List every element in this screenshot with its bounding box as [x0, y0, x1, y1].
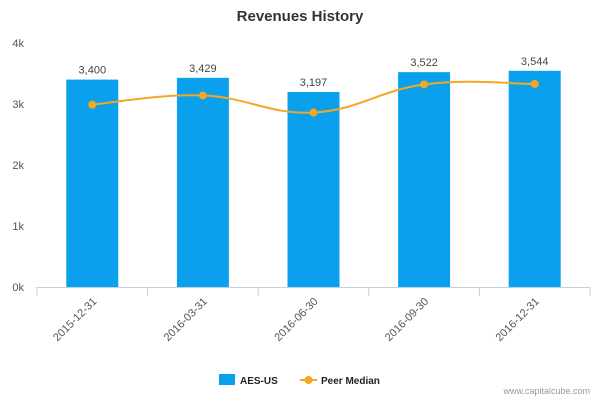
x-tick-label: 2016-06-30	[272, 296, 320, 344]
bar-data-label: 3,197	[300, 77, 328, 89]
bar-data-label: 3,522	[410, 57, 438, 69]
credit-text: www.capitalcube.com	[502, 386, 590, 396]
y-tick-label: 1k	[12, 221, 24, 233]
x-tick-label: 2016-09-30	[383, 296, 431, 344]
peer-median-point	[420, 80, 429, 89]
bar-data-label: 3,400	[79, 65, 107, 77]
bar	[508, 70, 561, 287]
legend-label-line: Peer Median	[321, 376, 380, 387]
legend-swatch-bar	[219, 374, 235, 385]
y-tick-label: 4k	[12, 38, 24, 50]
y-tick-label: 3k	[12, 99, 24, 111]
y-axis: 0k 1k 2k 3k 4k	[12, 38, 24, 294]
x-tick-label: 2016-03-31	[162, 296, 210, 344]
x-tick-label: 2015-12-31	[51, 296, 99, 344]
peer-median-point	[88, 100, 97, 109]
data-labels: 3,400 3,429 3,197 3,522 3,544	[79, 56, 549, 89]
bar	[287, 91, 340, 287]
bar-data-label: 3,429	[189, 63, 217, 75]
x-axis: 2015-12-31 2016-03-31 2016-06-30 2016-09-30…	[36, 287, 591, 344]
peer-median-point	[309, 108, 318, 117]
legend: AES-US Peer Median	[219, 374, 380, 387]
line-series	[88, 79, 539, 117]
chart-title: Revenues History	[237, 8, 364, 25]
bar	[176, 77, 229, 288]
bar-series	[66, 70, 561, 288]
peer-median-point	[198, 91, 207, 100]
bar-data-label: 3,544	[521, 56, 549, 68]
x-tick-label: 2016-12-31	[494, 296, 542, 344]
peer-median-point	[530, 79, 539, 88]
bar	[66, 79, 119, 287]
bar	[398, 72, 451, 288]
legend-label-bar: AES-US	[240, 376, 278, 387]
y-tick-label: 2k	[12, 160, 24, 172]
legend-swatch-marker	[304, 376, 313, 384]
y-tick-label: 0k	[12, 282, 24, 294]
